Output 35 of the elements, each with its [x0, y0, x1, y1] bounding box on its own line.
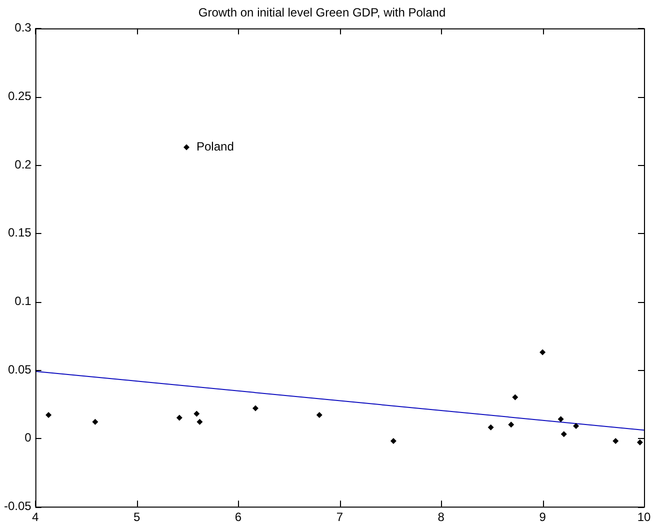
point: [512, 394, 518, 400]
y-tick-label: 0.15: [8, 226, 32, 240]
point: [488, 424, 494, 430]
y-tick-label: 0: [24, 430, 32, 445]
x-tick-label: 10: [637, 510, 651, 524]
x-tick-label: 7: [336, 510, 344, 524]
y-tick-label: 0.2: [14, 157, 32, 172]
point: [316, 412, 322, 418]
x-tick-label: 5: [133, 510, 140, 524]
x-tick-label: 9: [539, 510, 546, 524]
point: [573, 422, 580, 429]
point: [612, 438, 619, 444]
point: [176, 414, 182, 421]
point: [252, 405, 258, 412]
point: [196, 418, 203, 425]
y-tick-label: 0.3: [14, 20, 32, 35]
point: [194, 410, 200, 417]
x-tick-label: 8: [438, 510, 445, 524]
point: [46, 412, 52, 418]
x-tick-label: 6: [234, 510, 242, 524]
point: [390, 438, 396, 444]
point: [558, 416, 564, 422]
point: [636, 439, 643, 446]
point: [508, 422, 514, 428]
y-tick-label: -0.05: [4, 498, 32, 513]
y-tick-label: 0.05: [8, 362, 32, 376]
y-tick-label: 0.1: [14, 294, 32, 308]
point: [560, 431, 567, 438]
annotation: Poland: [196, 140, 234, 154]
chart-title: Growth on initial level Green GDP, with Poland: [198, 6, 446, 20]
point: [92, 418, 98, 425]
x-tick-label: 4: [32, 510, 40, 524]
point: [184, 144, 190, 150]
y-tick-label: 0.25: [8, 89, 32, 104]
point: [540, 349, 546, 356]
